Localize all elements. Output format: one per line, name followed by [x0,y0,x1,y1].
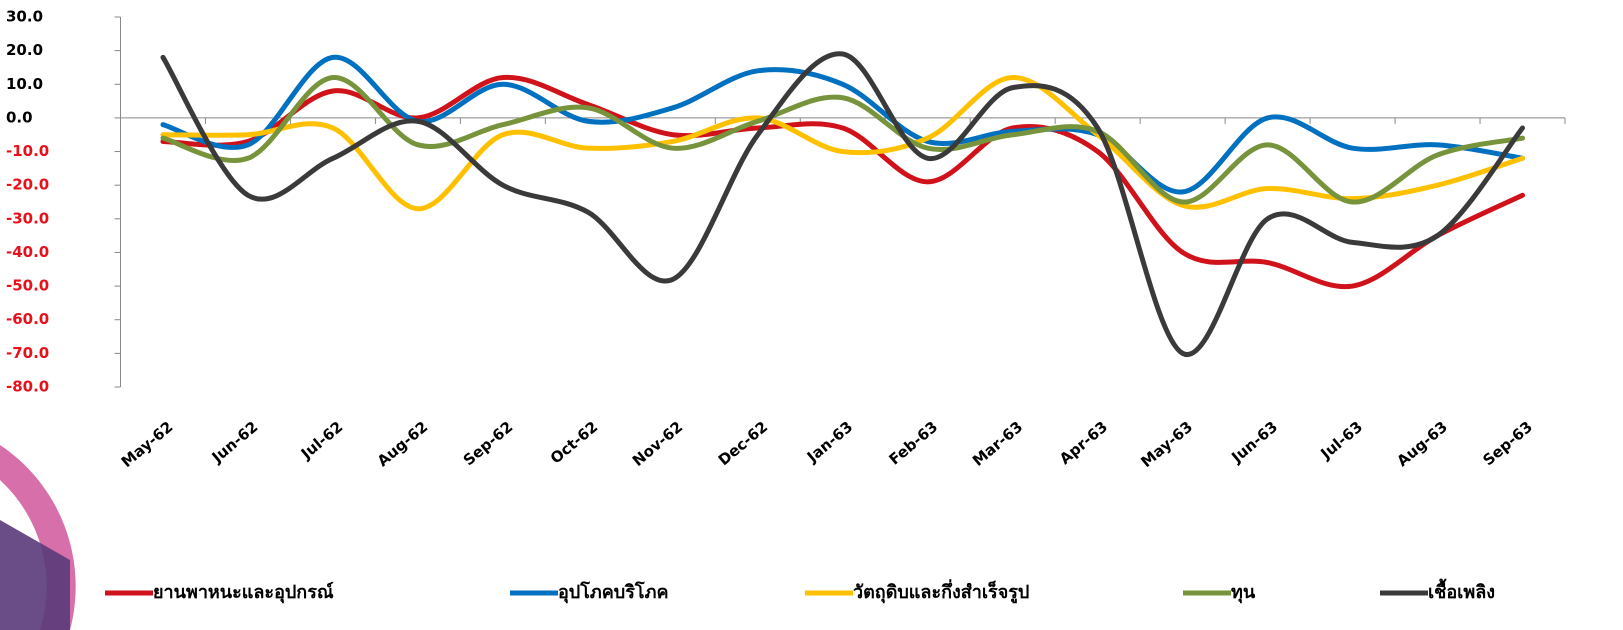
series-line [160,75,1526,212]
x-tick-label: Jul-62 [297,418,347,464]
legend-label: อุปโภคบริโภค [558,581,668,604]
y-tick-label: 20.0 [6,41,43,59]
legend-label: ยานพาหนะและอุปกรณ์ [153,581,334,604]
x-tick-label: Sep-63 [1479,418,1536,470]
series-line [160,54,1526,195]
x-tick-label: Nov-62 [629,418,686,470]
y-tick-label: -80.0 [6,378,49,396]
series-line [160,51,1526,357]
y-tick-label: -50.0 [6,277,49,295]
x-tick-label: May-63 [1137,418,1196,471]
x-tick-label: May-62 [118,418,177,471]
y-tick-label: -40.0 [6,243,49,261]
x-tick-label: Feb-63 [885,418,941,469]
y-tick-label: -70.0 [6,344,49,362]
y-tick-label: 30.0 [6,8,43,26]
x-tick-label: Jun-62 [208,418,262,467]
x-tick-label: Sep-62 [460,418,517,470]
legend-label: วัตถุดิบและกึ่งสำเร็จรูป [853,579,1029,604]
y-tick-label: -10.0 [6,142,49,160]
x-tick-label: Mar-63 [969,418,1026,470]
y-tick-label: -60.0 [6,310,49,328]
y-tick-label: -20.0 [6,176,49,194]
x-tick-label: Dec-62 [715,418,771,469]
legend-label: ทุน [1231,582,1256,604]
y-tick-label: 0.0 [6,108,33,126]
x-tick-label: Aug-63 [1393,418,1451,470]
x-tick-label: Oct-62 [547,418,601,468]
y-tick-label: -30.0 [6,209,49,227]
x-tick-label: Apr-63 [1056,418,1111,468]
x-tick-label: Jun-63 [1227,418,1281,467]
x-tick-label: Jul-63 [1317,418,1367,464]
decoration [0,445,76,630]
series-line [160,75,1526,205]
x-tick-label: Jan-63 [803,418,856,467]
y-tick-label: 10.0 [6,75,43,93]
series-line [160,74,1526,290]
x-tick-label: Aug-62 [374,418,432,470]
legend-label: เชื้อเพลิง [1428,578,1495,603]
